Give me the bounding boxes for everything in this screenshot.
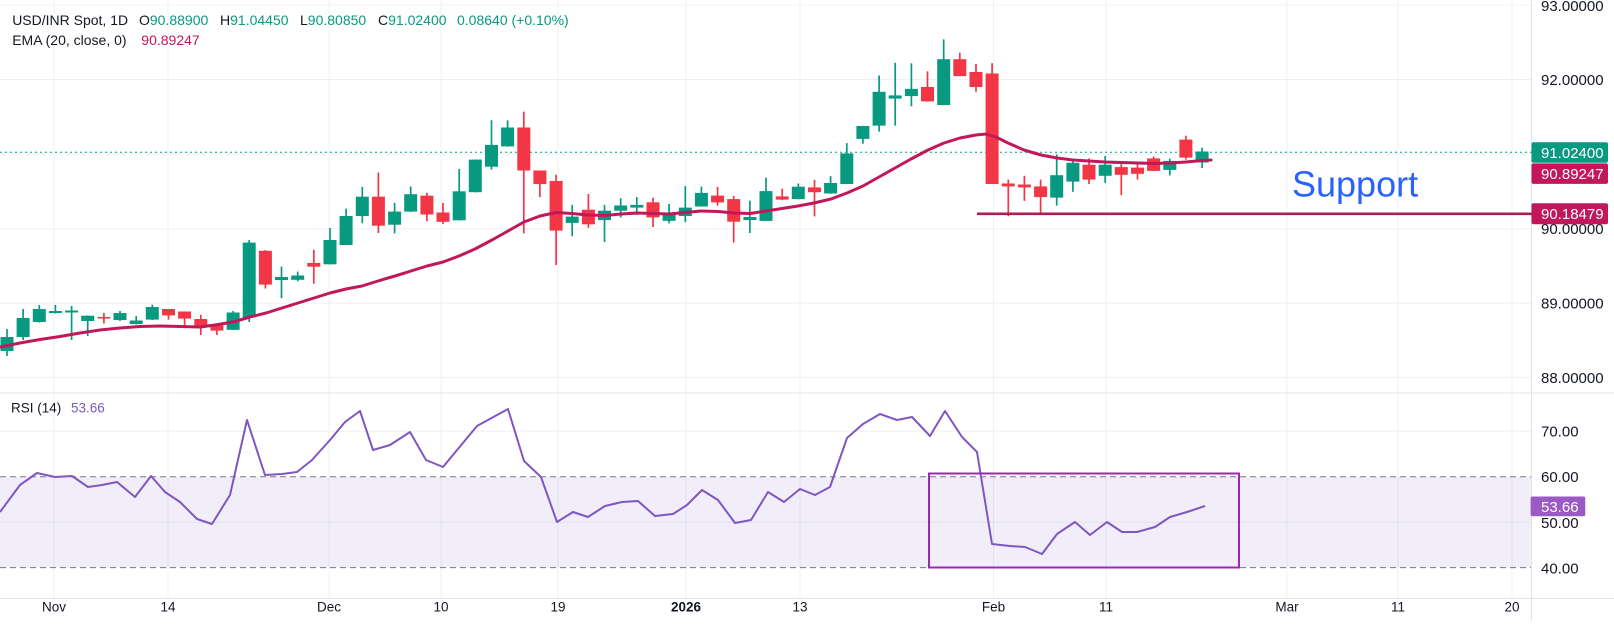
svg-text:14: 14: [160, 600, 176, 615]
svg-text:RSI (14)53.66: RSI (14) 53.66: [11, 401, 105, 416]
svg-text:11: 11: [1099, 600, 1113, 615]
svg-text:60.00: 60.00: [1541, 469, 1579, 486]
svg-text:2026: 2026: [671, 600, 702, 615]
svg-text:89.00000: 89.00000: [1541, 296, 1604, 313]
svg-text:Mar: Mar: [1275, 600, 1299, 615]
svg-text:19: 19: [550, 600, 565, 615]
svg-text:53.66: 53.66: [1541, 499, 1579, 516]
svg-text:13: 13: [792, 600, 807, 615]
svg-text:91.02400: 91.02400: [1541, 145, 1604, 162]
svg-text:50.00: 50.00: [1541, 515, 1579, 532]
svg-text:90.89247: 90.89247: [1541, 166, 1604, 183]
svg-text:70.00: 70.00: [1541, 424, 1579, 441]
svg-text:88.00000: 88.00000: [1541, 370, 1604, 387]
svg-text:Dec: Dec: [317, 600, 341, 615]
svg-text:10: 10: [433, 600, 448, 615]
svg-text:Nov: Nov: [42, 600, 66, 615]
svg-text:20: 20: [1504, 600, 1519, 615]
svg-text:90.18479: 90.18479: [1541, 206, 1604, 223]
svg-text:EMA (20, close, 0)90.89247: EMA (20, close, 0) 90.89247: [12, 32, 200, 48]
svg-text:40.00: 40.00: [1541, 560, 1579, 577]
svg-text:11: 11: [1391, 600, 1405, 615]
svg-text:93.00000: 93.00000: [1541, 0, 1604, 15]
svg-text:Feb: Feb: [982, 600, 1005, 615]
svg-text:90.00000: 90.00000: [1541, 221, 1604, 238]
svg-text:92.00000: 92.00000: [1541, 72, 1604, 89]
svg-text:Support: Support: [1292, 164, 1418, 205]
